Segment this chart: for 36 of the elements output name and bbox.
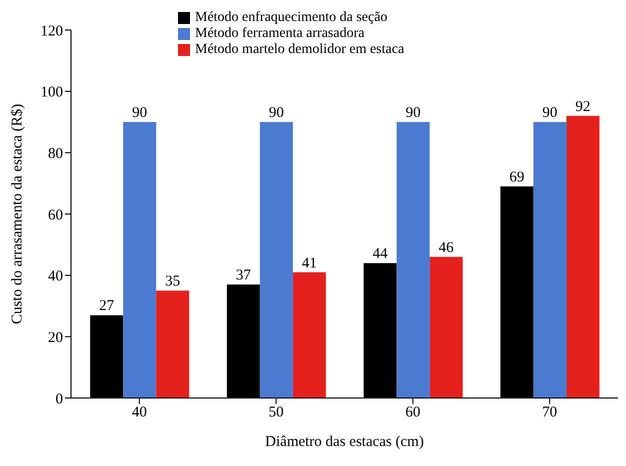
data-label: 90 (406, 105, 421, 121)
data-label: 27 (99, 298, 115, 314)
bar (533, 122, 566, 398)
bar (430, 256, 463, 398)
x-tick-label: 70 (542, 404, 558, 421)
data-label: 69 (509, 169, 524, 186)
data-label: 46 (438, 240, 454, 256)
data-label: 37 (236, 268, 252, 284)
data-label: 44 (372, 246, 388, 262)
legend-label: Método ferramenta arrasadora (195, 26, 364, 42)
data-label: 92 (575, 98, 590, 115)
y-tick-label: 60 (48, 207, 63, 224)
bar (396, 122, 430, 398)
y-axis-title: Custo do arrasamento da estaca (R$) (9, 104, 26, 324)
legend-label: Método martelo demolidor em estaca (195, 42, 404, 58)
legend-label: Método enfraquecimento da seção (195, 10, 388, 26)
x-axis-title: Diâmetro das estacas (cm) (265, 434, 424, 450)
bar (566, 116, 600, 398)
bar (156, 290, 190, 398)
y-tick-label: 100 (40, 84, 63, 101)
bar (260, 122, 293, 398)
data-label: 41 (302, 255, 317, 272)
y-tick-label: 0 (56, 391, 63, 408)
data-label: 90 (542, 105, 558, 121)
y-tick-label: 40 (48, 268, 63, 285)
bar (123, 122, 156, 398)
bar (292, 272, 326, 398)
y-tick-label: 20 (48, 330, 63, 346)
data-label: 90 (268, 105, 284, 121)
data-label: 90 (132, 105, 148, 121)
x-tick-label: 40 (132, 404, 147, 421)
data-label: 35 (165, 274, 180, 290)
y-tick-label: 80 (48, 146, 63, 162)
x-tick-label: 60 (405, 404, 420, 421)
x-tick-label: 50 (268, 404, 284, 421)
y-tick-label: 120 (40, 23, 63, 40)
